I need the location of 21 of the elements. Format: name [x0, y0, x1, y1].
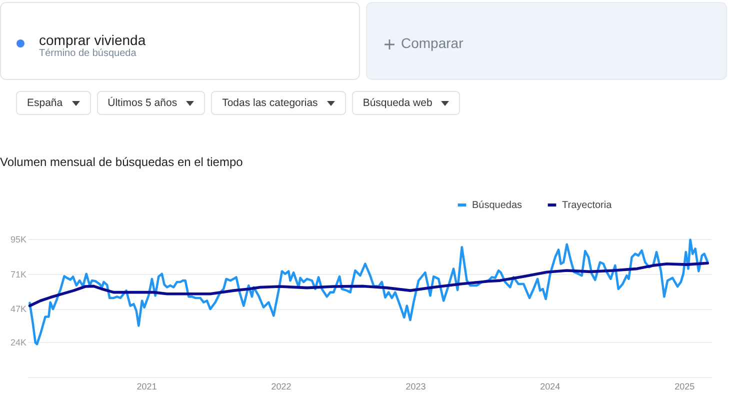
text: España	[27, 97, 63, 109]
text: comprar vivienda	[39, 32, 146, 48]
x-tick-label: 2024	[540, 382, 560, 392]
chart-title: Volumen mensual de búsquedas en el tiempo	[0, 155, 244, 169]
y-tick-label: 24K	[10, 338, 26, 348]
y-tick-label: 95K	[10, 234, 26, 244]
y-tick-label: 71K	[10, 269, 26, 280]
legend-label: Trayectoria	[562, 200, 612, 211]
text: Término de búsqueda	[39, 48, 136, 59]
x-tick-label: 2022	[271, 382, 292, 392]
text: Últimos 5 años	[108, 97, 178, 109]
line-series	[28, 262, 710, 308]
line-series	[28, 238, 709, 346]
legend-label: Búsquedas	[472, 200, 522, 211]
text: Comparar	[401, 35, 464, 51]
x-tick-label: 2025	[674, 382, 695, 392]
text: Todas las categorias	[222, 97, 318, 109]
x-tick-label: 2023	[406, 382, 426, 392]
y-tick-label: 47K	[10, 304, 26, 314]
text: Búsqueda web	[362, 97, 432, 109]
x-tick-label: 2021	[136, 382, 157, 392]
